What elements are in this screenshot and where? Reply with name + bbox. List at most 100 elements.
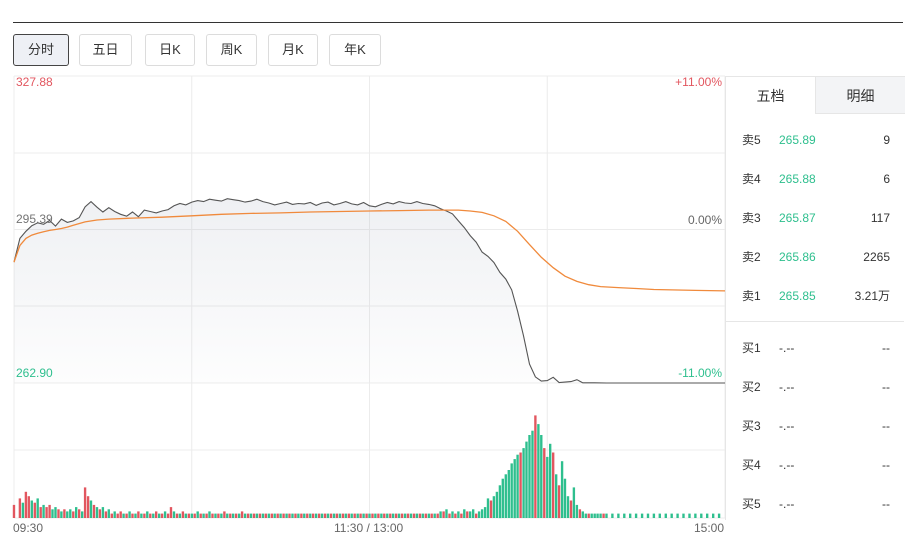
volume-bar — [652, 513, 656, 518]
volume-bar — [264, 513, 267, 518]
intraday-chart[interactable]: 327.88 295.39 262.90 +11.00% 0.00% -11.0… — [0, 0, 725, 540]
sell-level-label: 卖3 — [742, 211, 761, 225]
buy-volume: -- — [882, 380, 890, 394]
volume-bar — [315, 513, 318, 518]
buy-level-label: 买4 — [742, 458, 761, 472]
volume-bar — [540, 435, 543, 518]
volume-bar — [122, 513, 125, 518]
volume-bar — [193, 513, 196, 518]
x-tick-label-open: 09:30 — [13, 521, 44, 535]
volume-bar — [297, 513, 300, 518]
volume-bar — [160, 513, 164, 518]
volume-bar — [344, 513, 347, 518]
volume-bar — [519, 452, 522, 518]
y-reference-price-label: 295.39 — [16, 212, 53, 226]
volume-bar — [276, 513, 279, 518]
volume-bar — [694, 513, 697, 518]
sell-row: 卖3 265.87 117 — [726, 208, 904, 228]
volume-bar — [492, 496, 496, 518]
tab-yearly-k[interactable]: 年K — [329, 34, 381, 66]
buy-volume: -- — [882, 497, 890, 511]
volume-bar — [457, 511, 460, 518]
volume-bar — [448, 513, 451, 518]
volume-bar — [400, 513, 404, 518]
volume-bar — [98, 509, 102, 518]
volume-bar — [590, 513, 593, 518]
sell-level-label: 卖2 — [742, 250, 761, 264]
sell-volume: 2265 — [863, 250, 890, 264]
volume-bar — [552, 452, 555, 518]
volume-bar — [172, 511, 176, 518]
volume-bar — [107, 509, 110, 518]
tab-trade-detail[interactable]: 明细 — [815, 76, 905, 114]
volume-bar — [563, 478, 567, 518]
tab-monthly-k[interactable]: 月K — [268, 34, 318, 66]
sell-row: 卖1 265.85 3.21万 — [726, 286, 904, 306]
buy-row: 买4 -.-- -- — [726, 455, 904, 475]
volume-bar — [306, 513, 309, 518]
volume-bar — [92, 504, 96, 518]
tab-daily-k[interactable]: 日K — [145, 34, 195, 66]
volume-bar — [477, 511, 481, 518]
volume-bar — [439, 511, 442, 518]
volume-bar — [158, 513, 161, 518]
volume-bar — [282, 513, 285, 518]
volume-bar — [421, 513, 424, 518]
volume-bar — [249, 513, 253, 518]
top-divider — [13, 22, 903, 23]
volume-bar — [116, 513, 119, 518]
volume-bar — [706, 513, 709, 518]
volume-bar — [566, 496, 570, 518]
volume-bar — [21, 502, 25, 518]
volume-bar — [318, 513, 321, 518]
volume-bar — [89, 500, 93, 518]
sell-level-label: 卖1 — [742, 289, 761, 303]
volume-bar — [475, 513, 478, 518]
volume-bar — [72, 511, 75, 518]
volume-bar — [611, 513, 614, 518]
volume-bar — [255, 513, 259, 518]
tab-weekly-k[interactable]: 周K — [206, 34, 257, 66]
volume-bar — [442, 511, 445, 518]
volume-bar — [211, 513, 214, 518]
volume-bar — [472, 509, 475, 518]
sell-price: 265.87 — [779, 211, 816, 225]
sell-level-label: 卖5 — [742, 133, 761, 147]
volume-bar — [418, 513, 422, 518]
volume-bar — [196, 511, 199, 518]
volume-bar — [175, 513, 179, 518]
volume-bar — [258, 513, 262, 518]
volume-bar — [125, 513, 128, 518]
volume-bar — [623, 513, 626, 518]
buy-level-label: 买2 — [742, 380, 761, 394]
volume-bar — [454, 513, 457, 518]
sell-level-label: 卖4 — [742, 172, 761, 186]
volume-bar — [498, 485, 502, 519]
order-book-panel: 五档 明细 卖5 265.89 9 卖4 265.88 6 卖3 265.87 … — [725, 76, 905, 520]
volume-bar — [131, 513, 134, 518]
volume-bar — [223, 511, 226, 518]
volume-bar — [113, 511, 116, 518]
volume-bar — [560, 461, 564, 518]
buy-volume: -- — [882, 419, 890, 433]
sell-row: 卖5 265.89 9 — [726, 130, 904, 150]
volume-bar — [181, 511, 185, 518]
volume-bar — [377, 513, 380, 518]
volume-bar — [578, 509, 582, 518]
volume-bar — [670, 513, 673, 518]
volume-bar — [507, 470, 510, 518]
volume-bar — [602, 513, 605, 518]
volume-bar — [424, 513, 427, 518]
volume-bar — [128, 511, 131, 518]
tab-five-day[interactable]: 五日 — [79, 34, 132, 66]
order-book-divider — [726, 321, 904, 322]
tab-intraday[interactable]: 分时 — [13, 34, 69, 66]
volume-bar — [347, 513, 350, 518]
volume-bar — [220, 513, 223, 518]
volume-bar — [184, 513, 187, 518]
y-bottom-percent-label: -11.00% — [678, 366, 722, 380]
volume-bar — [214, 513, 217, 518]
volume-bar — [202, 513, 205, 518]
volume-bar — [463, 509, 466, 518]
tab-order-book[interactable]: 五档 — [726, 76, 815, 114]
